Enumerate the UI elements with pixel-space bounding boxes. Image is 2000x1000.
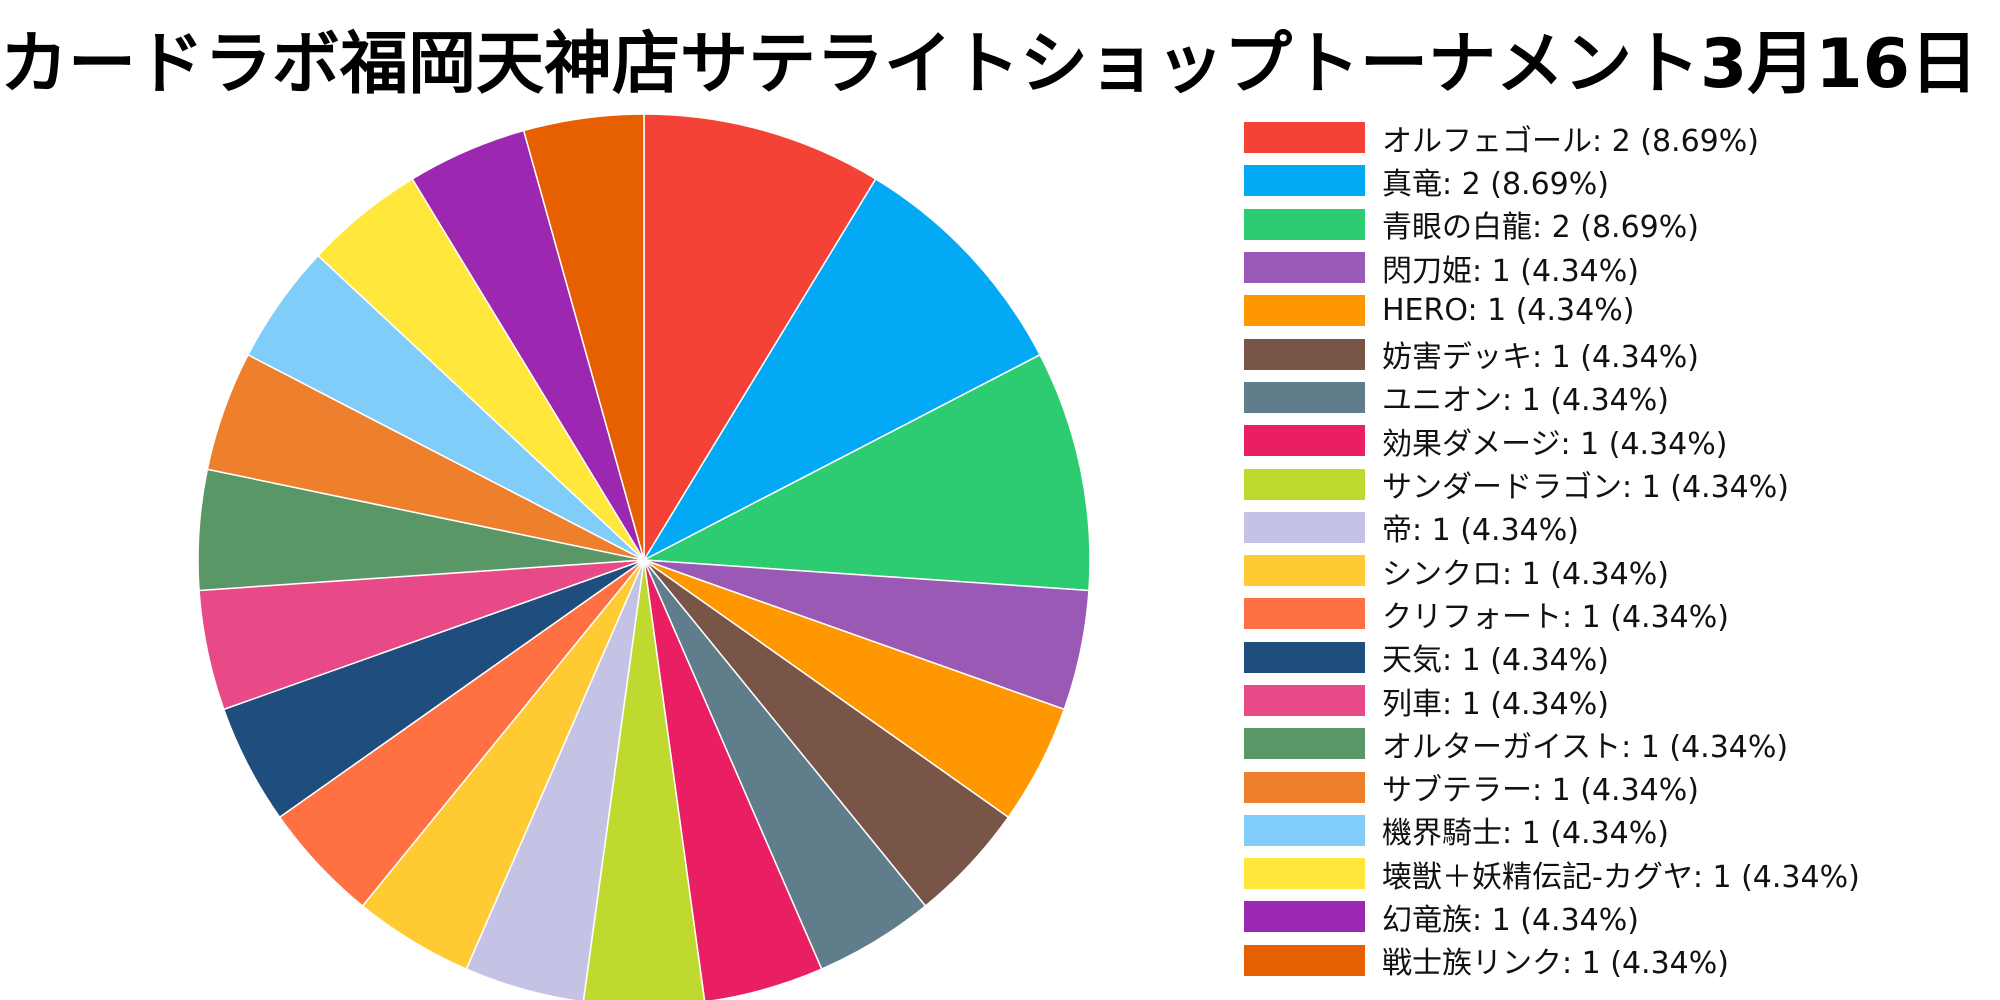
legend-swatch <box>1244 641 1365 673</box>
legend-item: 戦士族リンク: 1 (4.34%) <box>1244 939 1984 982</box>
pie-slice-8 <box>582 559 706 1000</box>
pie-slice-7 <box>643 559 823 1000</box>
legend-item: 真竜: 2 (8.69%) <box>1244 159 1984 202</box>
legend-label: 天気: 1 (4.34%) <box>1382 643 1609 679</box>
legend-item: シンクロ: 1 (4.34%) <box>1244 549 1984 592</box>
legend-item: サブテラー: 1 (4.34%) <box>1244 765 1984 808</box>
legend-item: 青眼の白龍: 2 (8.69%) <box>1244 203 1984 246</box>
legend-item: 幻竜族: 1 (4.34%) <box>1244 895 1984 938</box>
legend-label: オルフェゴール: 2 (8.69%) <box>1382 123 1759 159</box>
legend-swatch <box>1244 944 1365 976</box>
legend-label: 閃刀姫: 1 (4.34%) <box>1382 253 1639 289</box>
legend-item: クリフォート: 1 (4.34%) <box>1244 592 1984 635</box>
legend-label: 機界騎士: 1 (4.34%) <box>1382 816 1669 852</box>
legend-swatch <box>1244 122 1365 154</box>
legend-item: 帝: 1 (4.34%) <box>1244 506 1984 549</box>
legend-swatch <box>1244 425 1365 457</box>
legend-item: 効果ダメージ: 1 (4.34%) <box>1244 419 1984 462</box>
legend-label: 真竜: 2 (8.69%) <box>1382 166 1609 202</box>
legend-item: HERO: 1 (4.34%) <box>1244 289 1984 332</box>
legend-item: 妨害デッキ: 1 (4.34%) <box>1244 332 1984 375</box>
legend-swatch <box>1244 511 1365 543</box>
pie-slice-1 <box>641 177 1042 562</box>
legend-item: オルターガイスト: 1 (4.34%) <box>1244 722 1984 765</box>
legend-swatch <box>1244 381 1365 413</box>
legend: オルフェゴール: 2 (8.69%) 真竜: 2 (8.69%) 青眼の白龍: 2 … <box>1244 116 1984 982</box>
pie-chart <box>197 113 1091 1000</box>
pie-slice-19 <box>522 113 645 561</box>
legend-swatch <box>1244 858 1365 890</box>
legend-item: 閃刀姫: 1 (4.34%) <box>1244 246 1984 289</box>
legend-item: 機界騎士: 1 (4.34%) <box>1244 809 1984 852</box>
legend-swatch <box>1244 468 1365 500</box>
legend-swatch <box>1244 165 1365 197</box>
legend-label: クリフォート: 1 (4.34%) <box>1382 599 1729 635</box>
legend-swatch <box>1244 901 1365 933</box>
legend-swatch <box>1244 814 1365 846</box>
pie-slice-0 <box>643 113 877 563</box>
legend-label: 壊獣＋妖精伝記-カグヤ: 1 (4.34%) <box>1382 859 1860 895</box>
legend-label: 効果ダメージ: 1 (4.34%) <box>1382 426 1728 462</box>
legend-swatch <box>1244 555 1365 587</box>
legend-swatch <box>1244 771 1365 803</box>
legend-label: HERO: 1 (4.34%) <box>1382 293 1635 329</box>
legend-label: ユニオン: 1 (4.34%) <box>1382 383 1669 419</box>
legend-label: 妨害デッキ: 1 (4.34%) <box>1382 340 1699 376</box>
legend-swatch <box>1244 685 1365 716</box>
legend-label: シンクロ: 1 (4.34%) <box>1382 556 1669 592</box>
legend-item: 天気: 1 (4.34%) <box>1244 636 1984 679</box>
legend-item: 壊獣＋妖精伝記-カグヤ: 1 (4.34%) <box>1244 852 1984 895</box>
legend-item: オルフェゴール: 2 (8.69%) <box>1244 116 1984 159</box>
legend-item: 列車: 1 (4.34%) <box>1244 679 1984 722</box>
legend-swatch <box>1244 252 1365 284</box>
legend-swatch <box>1244 208 1365 240</box>
legend-label: サブテラー: 1 (4.34%) <box>1382 773 1699 809</box>
legend-label: 列車: 1 (4.34%) <box>1382 686 1609 722</box>
chart-title: カードラボ福岡天神店サテライトショップトーナメント3月16日 <box>0 25 1978 104</box>
legend-swatch <box>1244 598 1365 630</box>
legend-label: 帝: 1 (4.34%) <box>1382 513 1579 549</box>
legend-label: 戦士族リンク: 1 (4.34%) <box>1382 946 1729 982</box>
legend-label: オルターガイスト: 1 (4.34%) <box>1382 729 1789 765</box>
legend-swatch <box>1244 295 1365 327</box>
pie-slice-2 <box>641 353 1091 592</box>
legend-label: 青眼の白龍: 2 (8.69%) <box>1382 210 1699 246</box>
legend-label: 幻竜族: 1 (4.34%) <box>1382 903 1639 938</box>
legend-swatch <box>1244 728 1365 760</box>
legend-item: ユニオン: 1 (4.34%) <box>1244 376 1984 419</box>
legend-item: サンダードラゴン: 1 (4.34%) <box>1244 462 1984 505</box>
legend-swatch <box>1244 338 1365 370</box>
legend-label: サンダードラゴン: 1 (4.34%) <box>1382 470 1789 506</box>
